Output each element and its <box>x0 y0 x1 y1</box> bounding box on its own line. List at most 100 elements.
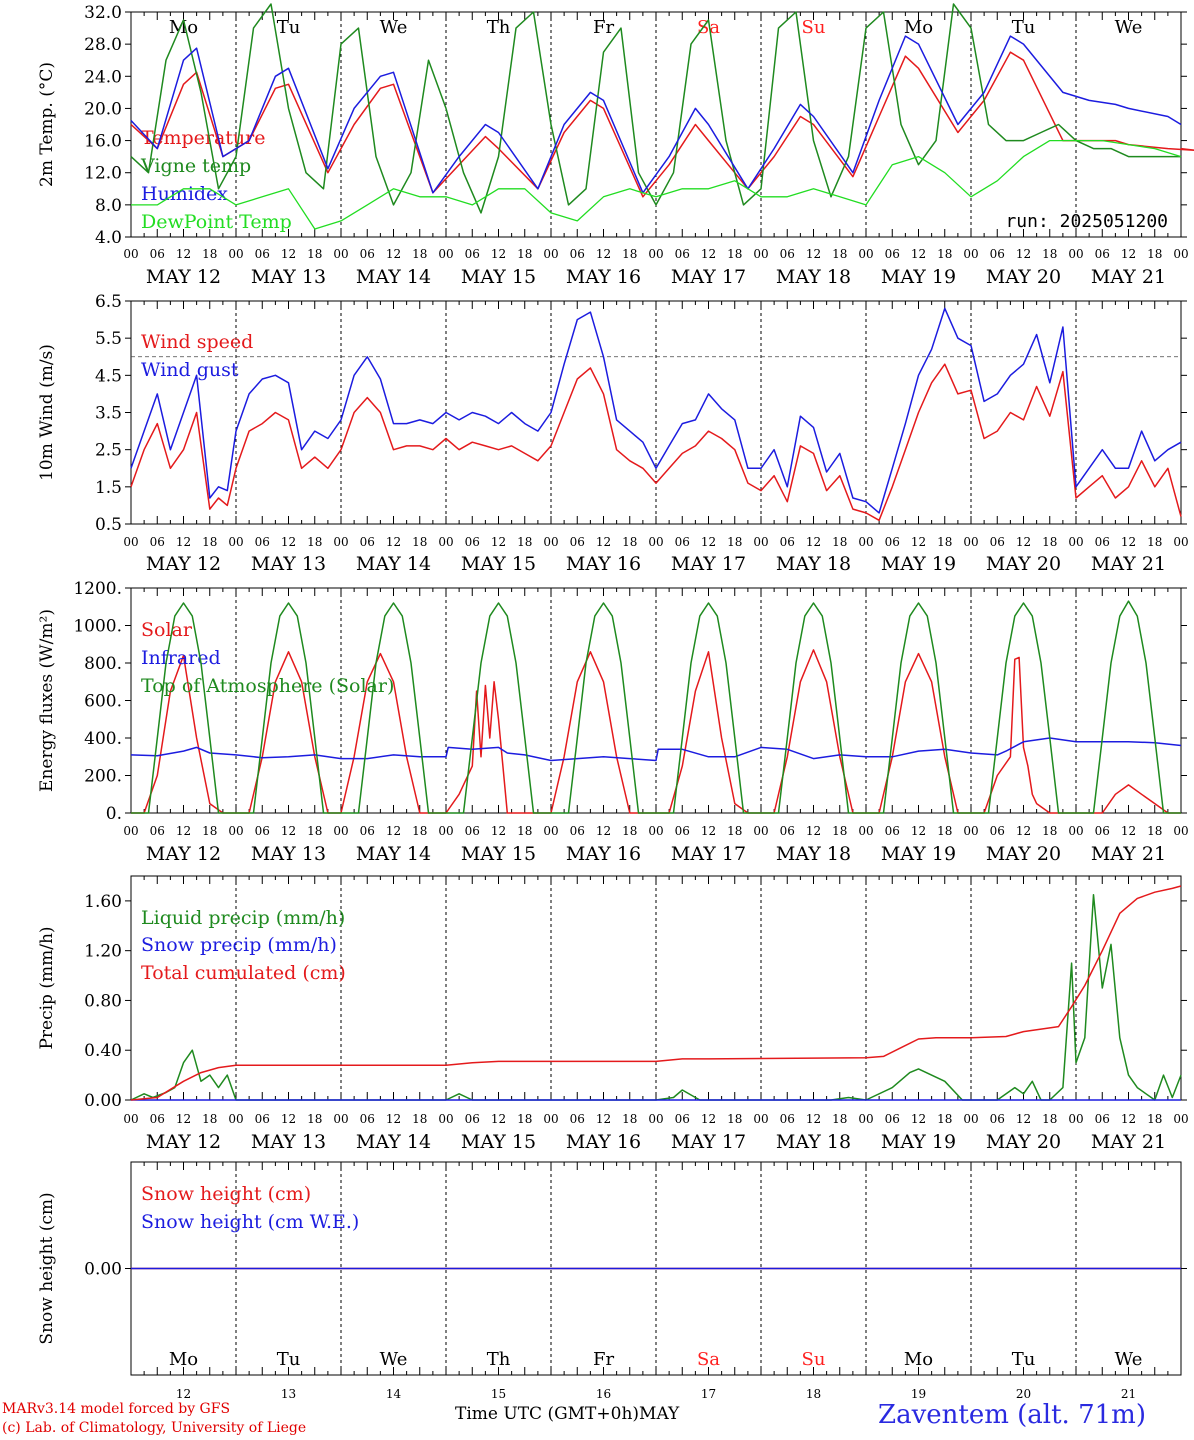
date-label: MAY 12 <box>146 1131 221 1153</box>
day-name-label: Tu <box>1012 1349 1036 1370</box>
hour-tick-label: 00 <box>1068 535 1083 549</box>
hour-tick-label: 18 <box>1042 535 1057 549</box>
hour-tick-label: 06 <box>570 824 585 838</box>
y-tick-label: 4.5 <box>95 366 122 386</box>
hour-tick-label: 18 <box>832 247 847 261</box>
hour-tick-label: 06 <box>255 247 270 261</box>
date-label: MAY 20 <box>986 1131 1061 1153</box>
hour-tick-label: 00 <box>963 824 978 838</box>
hour-tick-label: 00 <box>333 1112 348 1126</box>
legend-entry: Vigne temp <box>140 155 251 177</box>
date-label: MAY 14 <box>356 843 431 865</box>
hour-tick-label: 18 <box>937 247 952 261</box>
legend-entry: Total cumulated (cm) <box>141 962 346 984</box>
date-label: MAY 20 <box>986 843 1061 865</box>
hour-tick-label: 06 <box>465 1112 480 1126</box>
hour-tick-label: 06 <box>885 535 900 549</box>
hour-tick-label: 18 <box>937 1112 952 1126</box>
hour-tick-label: 18 <box>202 824 217 838</box>
hour-tick-label: 18 <box>412 247 427 261</box>
hour-tick-label: 00 <box>123 1112 138 1126</box>
day-name-label: We <box>1115 17 1143 38</box>
date-label: MAY 15 <box>461 1131 536 1153</box>
day-name-label: Sa <box>697 17 720 38</box>
hour-tick-label: 12 <box>701 247 716 261</box>
hour-tick-label: 06 <box>675 535 690 549</box>
day-number-label: 16 <box>596 1387 611 1401</box>
date-label: MAY 12 <box>146 553 221 575</box>
hour-tick-label: 06 <box>465 247 480 261</box>
date-label: MAY 17 <box>671 553 746 575</box>
hour-tick-label: 00 <box>438 247 453 261</box>
hour-tick-label: 18 <box>622 824 637 838</box>
series-line-2-1 <box>130 737 1182 762</box>
date-label: MAY 19 <box>881 553 956 575</box>
hour-tick-label: 12 <box>911 824 926 838</box>
hour-tick-label: 00 <box>753 247 768 261</box>
hour-tick-label: 12 <box>1121 247 1136 261</box>
y-tick-label: 28.0 <box>84 35 122 55</box>
y-tick-label: 800. <box>84 654 122 674</box>
date-label: MAY 13 <box>251 266 326 288</box>
hour-tick-label: 18 <box>1042 824 1057 838</box>
hour-tick-label: 06 <box>780 247 795 261</box>
y-tick-label: 0.5 <box>95 515 122 535</box>
date-label: MAY 19 <box>881 266 956 288</box>
hour-tick-label: 00 <box>1173 535 1188 549</box>
hour-tick-label: 12 <box>491 535 506 549</box>
hour-tick-label: 18 <box>517 824 532 838</box>
hour-tick-label: 06 <box>1095 824 1110 838</box>
day-name-label: Fr <box>593 1349 614 1370</box>
hour-tick-label: 00 <box>858 1112 873 1126</box>
hour-tick-label: 18 <box>622 247 637 261</box>
hour-tick-label: 12 <box>176 247 191 261</box>
y-tick-label: 1.20 <box>84 942 122 962</box>
hour-tick-label: 12 <box>386 1112 401 1126</box>
date-label: MAY 12 <box>146 843 221 865</box>
y-tick-label: 8.0 <box>95 196 122 216</box>
hour-tick-label: 12 <box>701 535 716 549</box>
hour-tick-label: 12 <box>386 247 401 261</box>
hour-tick-label: 18 <box>622 1112 637 1126</box>
y-tick-label: 4.0 <box>95 228 122 248</box>
hour-tick-label: 18 <box>727 535 742 549</box>
y-tick-label: 600. <box>84 692 122 712</box>
y-tick-label: 24.0 <box>84 67 122 87</box>
hour-tick-label: 00 <box>438 824 453 838</box>
y-tick-label: 200. <box>84 767 122 787</box>
series-line-0-3 <box>131 139 1182 230</box>
hour-tick-label: 00 <box>543 824 558 838</box>
y-tick-label: 0. <box>106 804 122 824</box>
hour-tick-label: 12 <box>806 247 821 261</box>
y-tick-label: 2.5 <box>95 441 122 461</box>
day-number-label: 19 <box>911 1387 926 1401</box>
hour-tick-label: 06 <box>150 247 165 261</box>
hour-tick-label: 06 <box>1095 535 1110 549</box>
hour-tick-label: 12 <box>386 824 401 838</box>
hour-tick-label: 12 <box>491 824 506 838</box>
hour-tick-label: 06 <box>990 824 1005 838</box>
hour-tick-label: 18 <box>1042 1112 1057 1126</box>
y-tick-label: 32.0 <box>84 3 122 23</box>
hour-tick-label: 00 <box>333 824 348 838</box>
hour-tick-label: 18 <box>517 535 532 549</box>
day-name-label: We <box>380 1349 408 1370</box>
time-axis-label: Time UTC (GMT+0h)MAY <box>455 1404 680 1424</box>
hour-tick-label: 00 <box>543 535 558 549</box>
y-tick-label: 1000. <box>73 617 122 637</box>
hour-tick-label: 06 <box>465 824 480 838</box>
hour-tick-label: 00 <box>333 535 348 549</box>
hour-tick-label: 06 <box>990 1112 1005 1126</box>
hour-tick-label: 12 <box>911 247 926 261</box>
hour-tick-label: 06 <box>780 824 795 838</box>
date-label: MAY 21 <box>1091 266 1166 288</box>
hour-tick-label: 18 <box>1042 247 1057 261</box>
hour-tick-label: 12 <box>1016 824 1031 838</box>
hour-tick-label: 00 <box>648 247 663 261</box>
day-name-label: Sa <box>697 1349 720 1370</box>
series-line-0-2 <box>130 35 1182 194</box>
model-credit: MARv3.14 model forced by GFS <box>2 1401 231 1417</box>
y-tick-label: 16.0 <box>84 132 122 152</box>
panel-frame-1 <box>130 300 1182 525</box>
